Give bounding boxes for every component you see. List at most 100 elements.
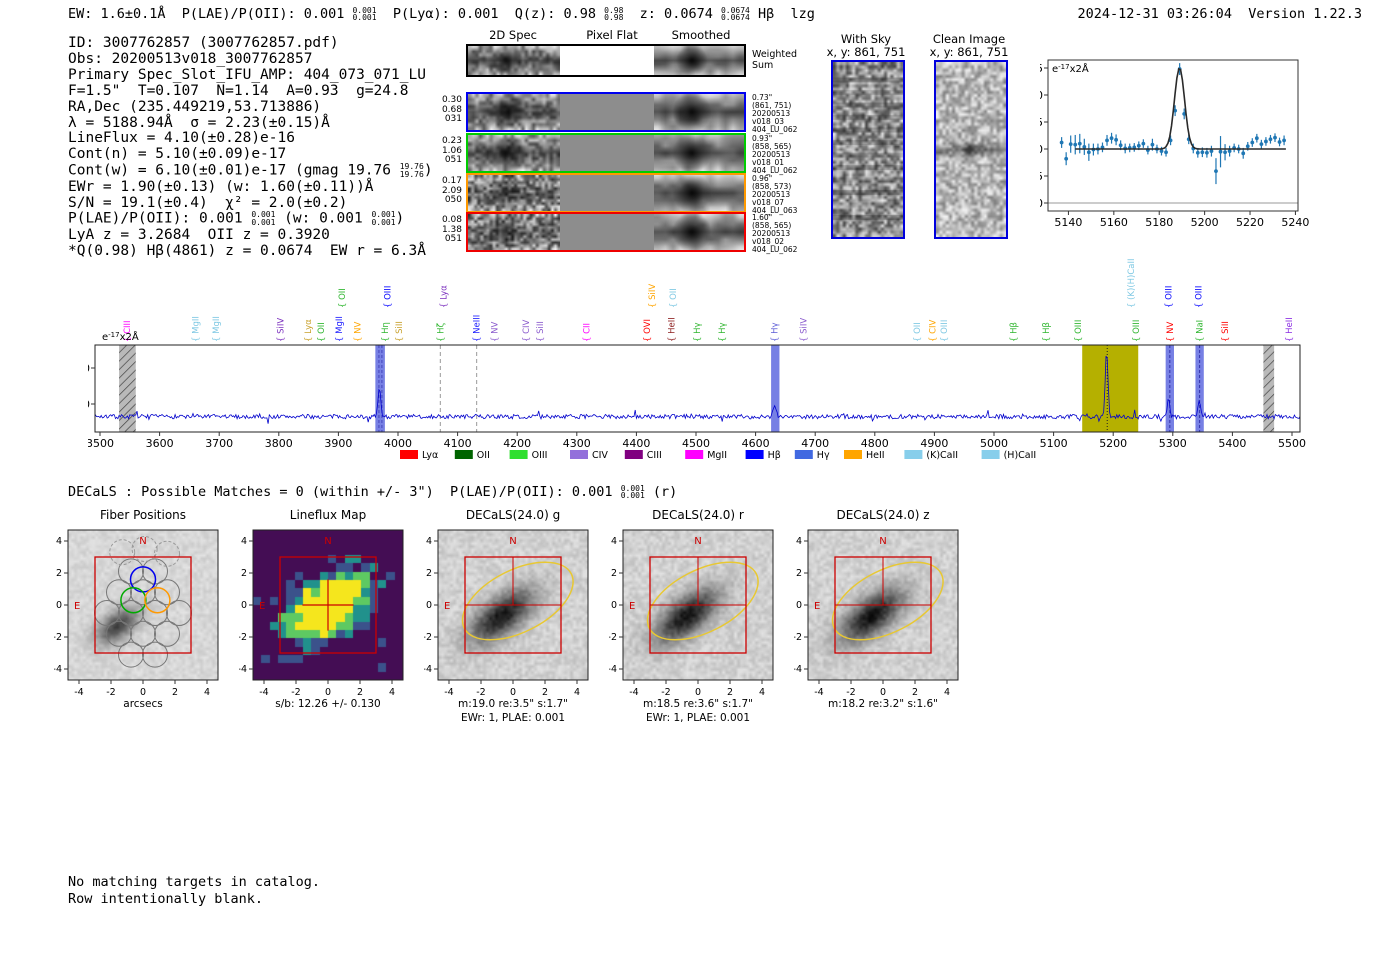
cutout-x-tick: -4 (814, 687, 823, 698)
info-line: Cont(n) = 5.10(±0.09)e-17 (68, 146, 287, 163)
svg-text:4300: 4300 (563, 437, 591, 450)
cutout-title: Lineflux Map (289, 508, 367, 522)
svg-text:3600: 3600 (146, 437, 174, 450)
fiber-circle (154, 579, 180, 606)
spec2d-column-header: 2D Spec (489, 28, 537, 42)
pixel-flat-strip (560, 214, 654, 250)
legend-swatch (981, 450, 1000, 459)
cutout-x-tick: -2 (291, 687, 300, 698)
compass-east: E (814, 601, 820, 612)
emission-line-label: { CII (582, 323, 592, 342)
spec2d-row-right-label: 1.60" (858, 565) 20200513 v018_02 404_LU… (752, 213, 798, 254)
legend-label: CIV (592, 450, 608, 461)
cutout-y-tick: -4 (424, 664, 432, 675)
legend-label: OIII (532, 450, 548, 461)
emission-line-label: { SiII (536, 321, 546, 342)
svg-text:5300: 5300 (1159, 437, 1187, 450)
line-fit-chart-svg: 5140 5160 5180 5200 5220 5240 0 5 10 15 20 25 e-17x2… (1029, 59, 1309, 229)
line-fit-plot: 5140 5160 5180 5200 5220 5240 0 5 10 15 20 25 e-17x2… (1029, 50, 1390, 236)
fiber-circle-green (120, 586, 147, 614)
fit-plot-ylabel: e-17x2Å (1052, 62, 1089, 75)
smoothed-strip-canvas (654, 135, 744, 171)
fiber-circle-dashed (131, 536, 158, 562)
spec2d-row-left-label: 0.30 0.68 031 (441, 95, 462, 124)
spec2d-strip-canvas (468, 94, 560, 130)
catalog-square (649, 556, 747, 654)
svg-text:5240: 5240 (1281, 216, 1309, 229)
compass-north: N (509, 536, 516, 547)
legend-swatch (570, 450, 588, 459)
pixel-flat-strip (560, 94, 654, 130)
spec2d-row-left-label: 0.17 2.09 050 (441, 176, 462, 205)
cutout-y-tick: 0 (796, 600, 802, 611)
emission-line-label: { OII (669, 288, 679, 308)
pixel-flat-strip (560, 135, 654, 171)
spec2d-row-right-label: 0.93" (858, 565) 20200513 v018_01 404_LU… (752, 134, 798, 175)
spectrum-band-blue (375, 345, 385, 432)
cutout-y-tick: -4 (54, 664, 62, 675)
cutout-x-tick: 4 (389, 687, 395, 698)
fiber-circle-dashed (154, 540, 180, 567)
sep-ellipse (461, 561, 574, 641)
cutout-y-tick: -2 (794, 632, 802, 643)
cutout-x-tick: 4 (574, 687, 580, 698)
emission-line-label: { MgII (335, 316, 345, 342)
spec2d-strip-canvas (468, 175, 560, 211)
emission-line-label: { SiII (1221, 321, 1231, 342)
cutout-y-tick: 2 (796, 568, 802, 579)
footer-note: No matching targets in catalog. Row inte… (68, 874, 320, 907)
cutout-x-tick: 2 (542, 687, 548, 698)
emission-line-label: { Lyα (304, 319, 314, 342)
smoothed-strip-canvas (654, 46, 744, 75)
emission-line-label: { OIII (383, 286, 393, 308)
cutout-x-tick: 0 (140, 687, 146, 698)
cutout-y-tick: 2 (611, 568, 617, 579)
info-line: *Q(0.98) Hβ(4861) z = 0.0674 EW r = 6.3Å (68, 242, 426, 259)
cutout-x-tick: 2 (727, 687, 733, 698)
svg-text:3900: 3900 (324, 437, 352, 450)
legend-label: Hγ (817, 450, 830, 461)
spec2d-row-right-label: Weighted Sum (752, 49, 797, 71)
emission-line-label: { NV (491, 322, 501, 342)
emission-line-label: { CIII (123, 320, 133, 342)
cutout-y-tick: -2 (54, 632, 62, 643)
svg-text:25: 25 (1040, 62, 1043, 75)
cutout-caption: EWr: 1, PLAE: 0.001 (460, 712, 566, 724)
header-timestamp: 2024-12-31 03:26:04 Version 1.22.3 (1077, 6, 1362, 22)
emission-line-label: { OVI (643, 319, 653, 342)
cutout-y-tick: 4 (796, 536, 802, 547)
cutout-overlay: N E -4 -4 -2 -2 0 0 2 2 4 4 (239, 529, 404, 698)
svg-text:4000: 4000 (384, 437, 412, 450)
spec2d-column-header: Pixel Flat (586, 28, 638, 42)
svg-text:10: 10 (1040, 143, 1043, 156)
catalog-square (279, 556, 377, 654)
fiber-circle-dashed (109, 539, 136, 566)
svg-text:5140: 5140 (1054, 216, 1082, 229)
cutout-y-tick: 0 (426, 600, 432, 611)
cutout-x-tick: 2 (172, 687, 178, 698)
header-summary: EW: 1.6±0.1Å P(LAE)/P(OII): 0.001 0.001 0… (68, 5, 815, 22)
svg-text:3800: 3800 (265, 437, 293, 450)
cutout-overlay: N E -4 -4 -2 -2 0 0 2 2 4 4 (54, 529, 219, 698)
fiber-circle (130, 579, 156, 606)
emission-line-label: { OIII (1132, 320, 1142, 342)
emission-line-label: { (K)(H)CaII (1127, 259, 1137, 309)
pixel-flat-strip (560, 46, 654, 75)
spectrum-band-hatch (119, 345, 136, 432)
legend-label: OII (477, 450, 490, 461)
svg-text:5100: 5100 (1040, 437, 1068, 450)
svg-text:5400: 5400 (1218, 437, 1246, 450)
smoothed-strip-canvas (654, 175, 744, 211)
legend-swatch (624, 450, 643, 459)
clean-image-frame (934, 60, 1008, 239)
fiber-circle (142, 641, 168, 668)
cutout-y-tick: -4 (609, 664, 617, 675)
spectrum-chart-svg: 3500 3600 3700 3800 3900 4000 4100 4200 4300 4400… (76, 259, 1306, 462)
svg-text:5200: 5200 (1099, 437, 1127, 450)
legend-swatch (454, 450, 473, 459)
fiber-circle (118, 600, 144, 626)
detection-info-block: ID: 3007762857 (3007762857.pdf) Obs: 2020… (68, 35, 488, 260)
emission-line-label: { NaI (1196, 320, 1206, 342)
footer-line: Row intentionally blank. (68, 890, 264, 907)
clean-image-title: Clean Image x, y: 861, 751 (930, 33, 1009, 59)
